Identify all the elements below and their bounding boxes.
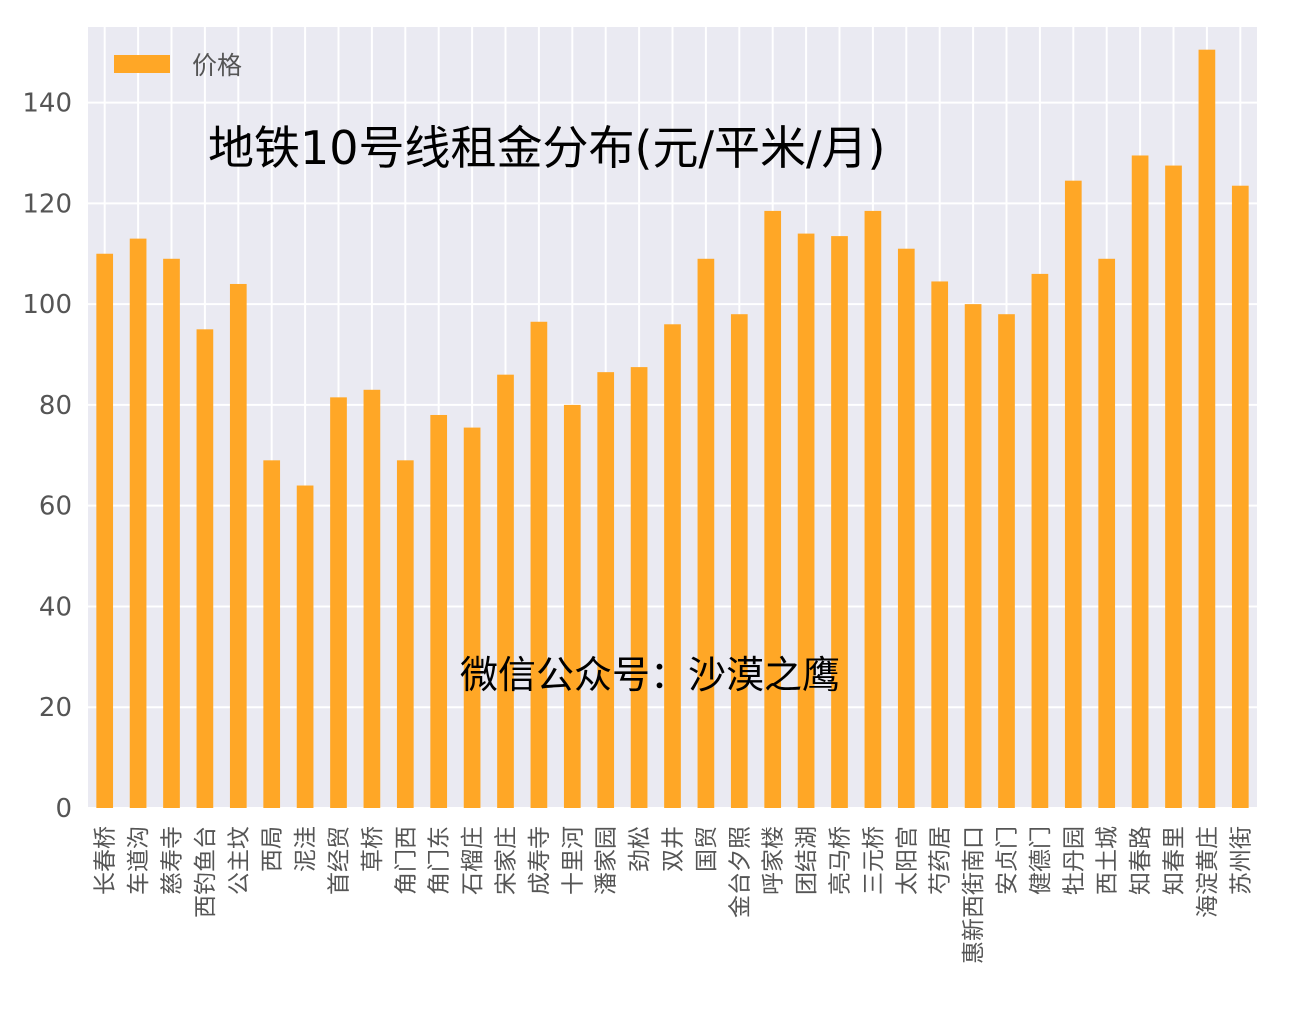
x-tick-label: 知春路: [1128, 826, 1154, 895]
y-tick-label: 120: [22, 189, 72, 219]
y-tick-label: 100: [22, 290, 72, 320]
x-tick-label: 芍药居: [928, 826, 954, 895]
x-tick-label: 成寿寺: [527, 826, 553, 895]
x-tick-label: 泥洼: [293, 826, 319, 872]
bar: [396, 460, 414, 808]
bar: [1131, 155, 1149, 809]
bar: [163, 258, 180, 808]
bar: [129, 238, 147, 809]
y-tick-label: 60: [39, 492, 72, 522]
bar: [931, 281, 949, 808]
x-tick-label: 角门西: [393, 826, 419, 895]
bar: [263, 460, 281, 808]
bar: [1031, 273, 1049, 809]
x-tick-label: 双井: [661, 826, 687, 872]
x-tick-label: 呼家楼: [761, 826, 787, 895]
bar: [430, 414, 448, 808]
bar: [563, 404, 581, 808]
bar: [1198, 49, 1216, 808]
x-tick-label: 西土城: [1095, 826, 1121, 895]
y-tick-label: 0: [55, 794, 72, 824]
x-tick-label: 亮马桥: [828, 826, 854, 895]
y-tick-label: 80: [39, 391, 72, 421]
bar: [296, 485, 314, 808]
x-tick-label: 潘家园: [594, 826, 620, 895]
bar: [530, 321, 548, 808]
x-tick-label: 石榴庄: [460, 826, 486, 895]
bar: [196, 329, 214, 808]
x-tick-label: 草桥: [360, 826, 386, 872]
x-tick-label: 长春桥: [93, 826, 119, 895]
bar: [96, 253, 114, 808]
x-tick-label: 劲松: [627, 826, 653, 872]
legend: 价格: [114, 51, 242, 80]
x-tick-label: 海淀黄庄: [1195, 826, 1221, 918]
x-tick-label: 车道沟: [126, 826, 152, 895]
bar: [797, 233, 815, 808]
bar: [764, 210, 782, 808]
x-tick-label: 太阳宫: [894, 826, 920, 895]
bars: [96, 49, 1249, 809]
x-tick-label: 公主坟: [226, 826, 252, 895]
x-tick-label: 惠新西街南口: [961, 826, 987, 964]
y-tick-label: 140: [22, 89, 72, 119]
watermark-text: 微信公众号：沙漠之鹰: [460, 653, 840, 697]
legend-label-price: 价格: [192, 51, 242, 80]
x-tick-label: 慈寿寺: [160, 826, 186, 895]
x-tick-label: 健德门: [1028, 826, 1054, 895]
x-tick-label: 金台夕照: [727, 826, 753, 918]
chart-title: 地铁10号线租金分布(元/平米/月): [208, 121, 885, 175]
bar: [229, 283, 247, 808]
x-tick-label: 团结湖: [794, 826, 820, 895]
bar: [998, 314, 1015, 808]
bar: [1231, 185, 1249, 808]
x-tick-label: 首经贸: [327, 826, 353, 895]
x-tick-label: 宋家庄: [494, 826, 520, 895]
bar: [597, 372, 615, 808]
bar: [630, 367, 648, 808]
y-tick-label: 20: [39, 693, 72, 723]
bar: [730, 314, 748, 808]
y-tick-label: 40: [39, 592, 72, 622]
x-tick-label: 三元桥: [861, 826, 887, 895]
x-tick-label: 西钓鱼台: [193, 826, 219, 918]
y-axis-ticks: 0 20 40 60 80 100 120 140: [22, 89, 72, 824]
bar: [463, 427, 481, 808]
bar: [1064, 180, 1082, 808]
bar: [664, 324, 681, 808]
x-tick-label: 知春里: [1162, 826, 1188, 895]
bar: [831, 236, 848, 808]
bar: [897, 248, 915, 808]
x-tick-label: 十里河: [560, 826, 586, 895]
bar: [497, 374, 514, 808]
bar: [964, 304, 982, 808]
bar: [330, 397, 347, 808]
bar: [697, 258, 715, 808]
bar: [864, 210, 882, 808]
x-axis-ticks: 长春桥 车道沟 慈寿寺 西钓鱼台 公主坟 西局 泥洼 首经贸 草桥 角门西 角门东 石榴庄 宋家庄 成寿寺…: [93, 826, 1255, 964]
x-tick-label: 角门东: [427, 826, 453, 895]
x-tick-label: 西局: [260, 826, 286, 872]
x-tick-label: 苏州街: [1228, 826, 1254, 895]
bar: [1165, 165, 1182, 808]
legend-swatch: [114, 55, 170, 73]
bar: [363, 389, 381, 808]
x-tick-label: 安贞门: [995, 826, 1021, 895]
bar: [1098, 258, 1116, 808]
x-tick-label: 国贸: [694, 826, 720, 872]
x-tick-label: 牡丹园: [1061, 826, 1087, 895]
